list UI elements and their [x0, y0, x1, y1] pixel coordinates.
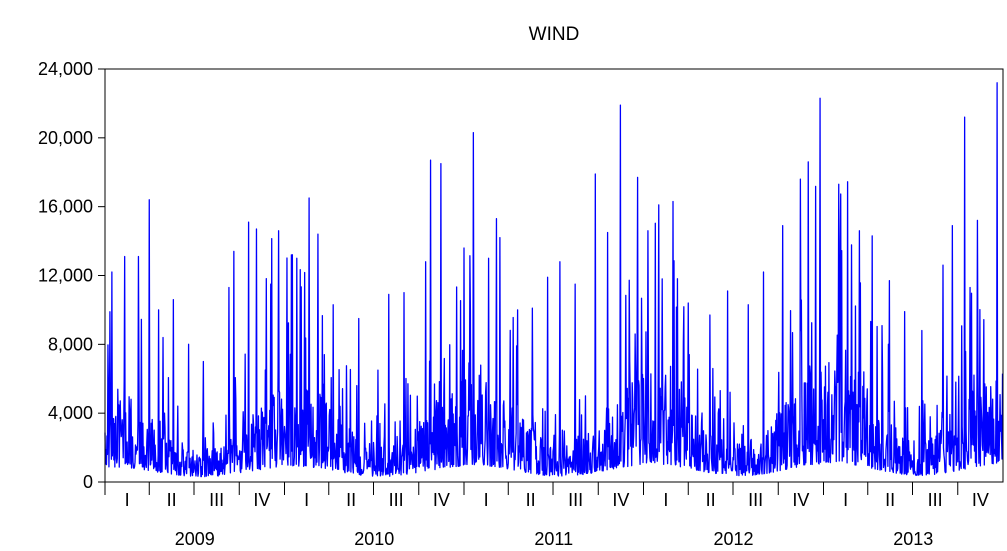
y-tick-label: 4,000 — [48, 403, 93, 423]
x-quarter-label: I — [125, 490, 130, 510]
x-quarter-label: II — [526, 490, 536, 510]
y-tick-label: 16,000 — [38, 197, 93, 217]
x-quarter-label: IV — [433, 490, 450, 510]
plot-frame — [104, 68, 1004, 483]
x-quarter-label: II — [885, 490, 895, 510]
x-quarter-label: II — [346, 490, 356, 510]
x-quarter-label: IV — [612, 490, 629, 510]
y-tick-label: 0 — [83, 472, 93, 492]
x-quarter-label: III — [928, 490, 943, 510]
y-tick-label: 12,000 — [38, 266, 93, 286]
x-quarter-label: III — [748, 490, 763, 510]
x-year-label: 2009 — [175, 529, 215, 549]
x-quarter-label: III — [389, 490, 404, 510]
x-year-label: 2013 — [893, 529, 933, 549]
y-tick-label: 20,000 — [38, 128, 93, 148]
x-quarter-label: II — [706, 490, 716, 510]
y-tick-label: 24,000 — [38, 59, 93, 79]
x-quarter-label: I — [663, 490, 668, 510]
y-tick-label: 8,000 — [48, 334, 93, 354]
x-quarter-label: III — [209, 490, 224, 510]
x-year-label: 2011 — [534, 529, 573, 549]
x-quarter-label: I — [843, 490, 848, 510]
series-line — [104, 82, 1004, 478]
x-year-label: 2010 — [354, 529, 394, 549]
x-quarter-label: IV — [253, 490, 270, 510]
chart-title: WIND — [529, 24, 580, 45]
x-quarter-label: IV — [972, 490, 989, 510]
x-quarter-label: III — [568, 490, 583, 510]
x-quarter-label: I — [304, 490, 309, 510]
x-quarter-label: II — [167, 490, 177, 510]
x-quarter-label: I — [484, 490, 489, 510]
x-year-label: 2012 — [713, 529, 753, 549]
x-quarter-label: IV — [792, 490, 809, 510]
